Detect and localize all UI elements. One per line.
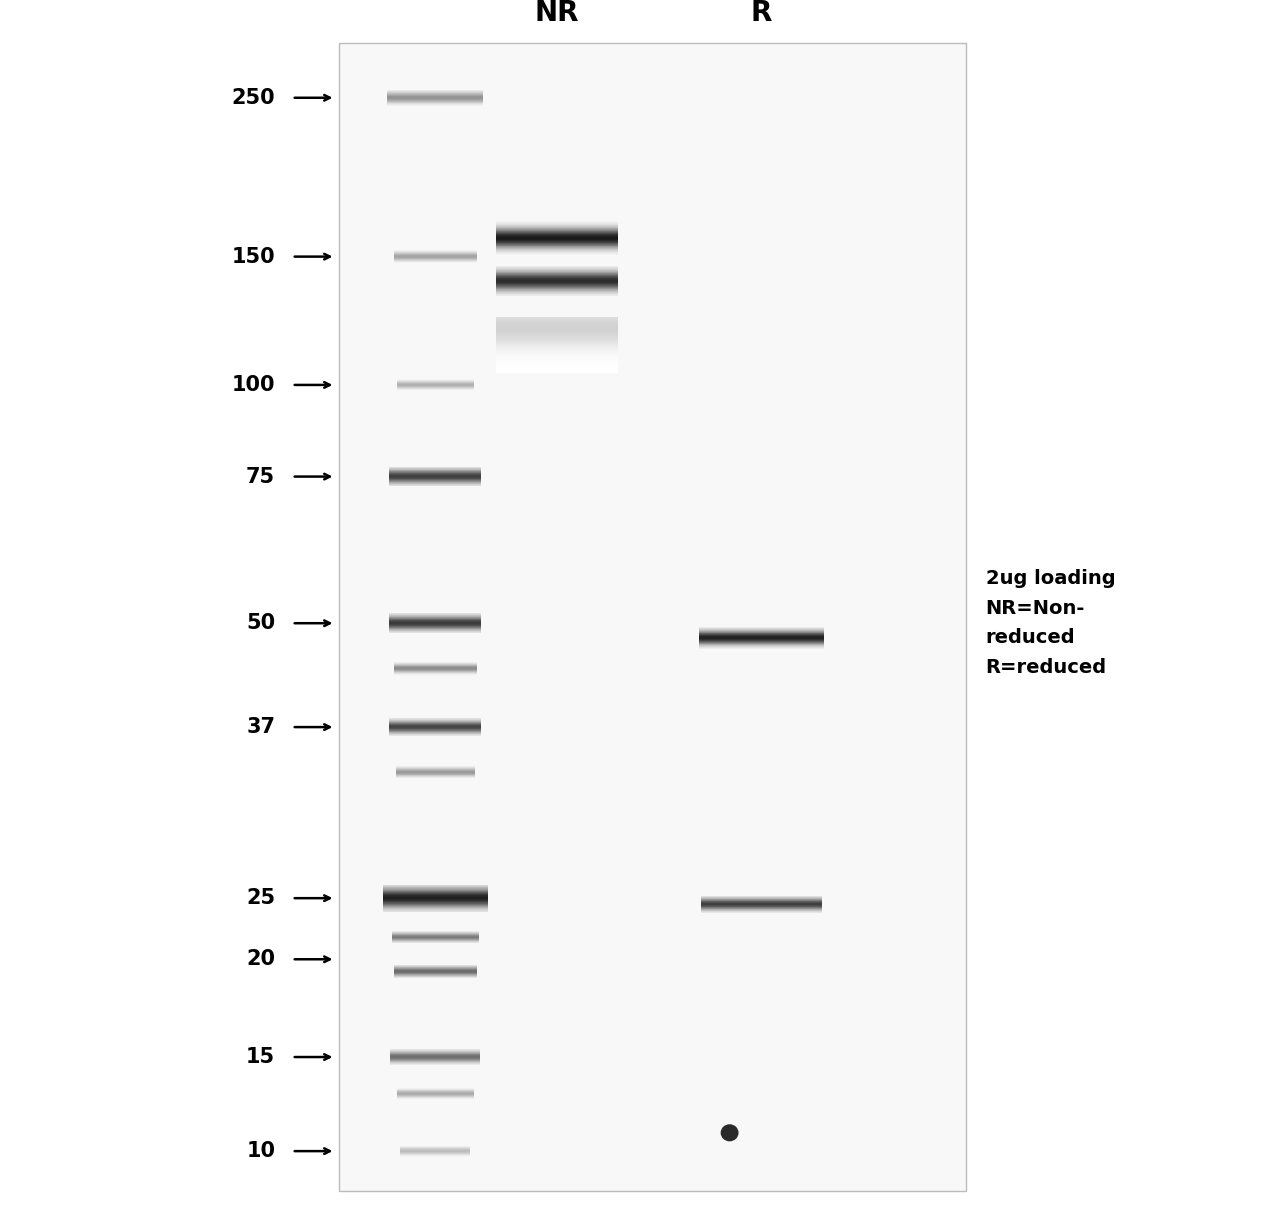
- Bar: [497, 362, 618, 363]
- Bar: [497, 318, 618, 319]
- Text: 15: 15: [246, 1047, 275, 1067]
- Bar: [497, 320, 618, 323]
- Bar: [497, 335, 618, 336]
- Bar: [497, 354, 618, 357]
- Bar: [497, 324, 618, 325]
- Bar: [497, 327, 618, 329]
- Text: NR: NR: [535, 0, 579, 27]
- Text: 10: 10: [246, 1141, 275, 1161]
- Text: R: R: [751, 0, 772, 27]
- Text: 250: 250: [232, 88, 275, 108]
- Text: 25: 25: [246, 888, 275, 908]
- Bar: [497, 320, 618, 321]
- Bar: [497, 329, 618, 330]
- Bar: [497, 325, 618, 326]
- Bar: [497, 368, 618, 369]
- Bar: [497, 319, 618, 320]
- Text: 150: 150: [232, 247, 275, 266]
- Text: 2ug loading
NR=Non-
reduced
R=reduced: 2ug loading NR=Non- reduced R=reduced: [986, 569, 1115, 677]
- Bar: [497, 369, 618, 370]
- Bar: [497, 331, 618, 332]
- Bar: [497, 364, 618, 365]
- Bar: [497, 358, 618, 359]
- Bar: [497, 348, 618, 349]
- Text: 20: 20: [246, 949, 275, 969]
- Bar: [497, 349, 618, 351]
- Bar: [497, 370, 618, 371]
- Bar: [497, 353, 618, 354]
- Bar: [497, 332, 618, 335]
- Bar: [497, 342, 618, 345]
- Bar: [497, 346, 618, 347]
- Text: 50: 50: [246, 613, 275, 633]
- Bar: [497, 353, 618, 356]
- Bar: [497, 364, 618, 367]
- Bar: [497, 371, 618, 373]
- Bar: [497, 323, 618, 324]
- Bar: [497, 347, 618, 348]
- Bar: [497, 330, 618, 331]
- Bar: [497, 340, 618, 341]
- Bar: [497, 338, 618, 340]
- Bar: [497, 326, 618, 327]
- Bar: [497, 342, 618, 343]
- Bar: [497, 337, 618, 338]
- Bar: [497, 331, 618, 334]
- Bar: [339, 43, 966, 1191]
- Bar: [497, 363, 618, 364]
- Bar: [497, 343, 618, 345]
- Circle shape: [721, 1124, 739, 1141]
- Bar: [497, 336, 618, 337]
- Bar: [497, 360, 618, 362]
- Bar: [497, 334, 618, 335]
- Bar: [497, 345, 618, 346]
- Text: 100: 100: [232, 375, 275, 395]
- Text: 37: 37: [246, 717, 275, 737]
- Bar: [497, 351, 618, 352]
- Bar: [497, 357, 618, 358]
- Bar: [497, 356, 618, 357]
- Text: 75: 75: [246, 467, 275, 486]
- Bar: [497, 359, 618, 360]
- Bar: [497, 365, 618, 367]
- Bar: [497, 321, 618, 323]
- Bar: [497, 367, 618, 368]
- Bar: [497, 341, 618, 342]
- Bar: [497, 352, 618, 353]
